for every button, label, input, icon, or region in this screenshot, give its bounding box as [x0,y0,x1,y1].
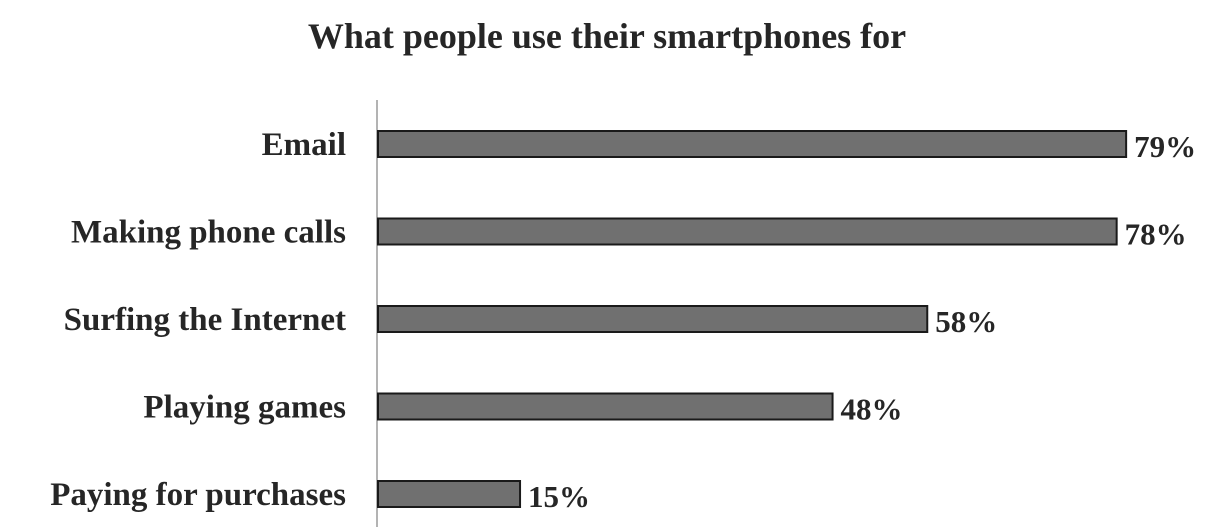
category-label: Playing games [143,390,346,426]
category-label: Paying for purchases [50,477,346,513]
value-label: 78% [1125,217,1187,252]
bar-surfing-the-internet [377,305,929,333]
bar-playing-games [377,392,834,421]
category-label: Making phone calls [71,215,346,251]
value-labels: 79% 78% 58% 48% 15% [528,129,1196,514]
value-label: 48% [841,392,903,427]
category-label: Email [262,127,346,163]
bar-email [377,130,1128,158]
category-label: Surfing the Internet [64,302,346,338]
value-label: 58% [935,304,997,339]
value-label: 15% [528,479,590,514]
bar-making-phone-calls [377,217,1118,246]
value-label: 79% [1134,129,1196,164]
chart-title: What people use their smartphones for [308,16,906,56]
bars-layer [377,130,1128,508]
category-labels: Email Making phone calls Surfing the Inter… [50,127,346,513]
bar-paying-for-purchases [377,480,522,508]
